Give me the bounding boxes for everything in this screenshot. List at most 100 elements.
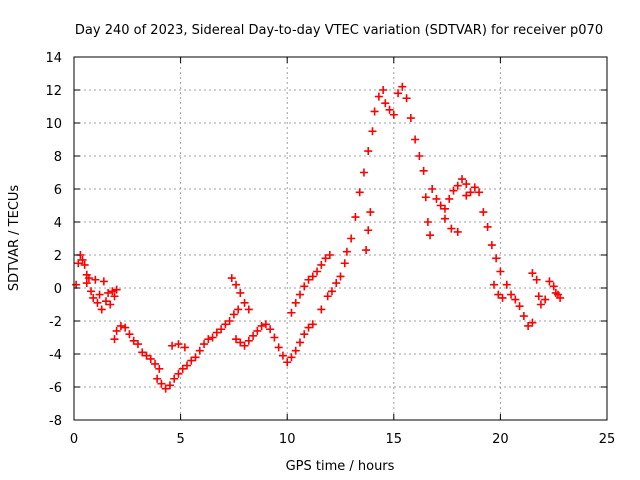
data-point — [466, 188, 475, 197]
data-point — [300, 282, 309, 291]
data-point — [545, 277, 554, 286]
data-point — [91, 275, 100, 284]
x-tick-label: 20 — [492, 432, 509, 447]
data-point — [366, 208, 375, 217]
data-point — [402, 94, 411, 103]
data-point — [138, 348, 147, 357]
data-point — [151, 359, 160, 368]
data-point — [327, 287, 336, 296]
data-point — [541, 295, 550, 304]
data-point — [313, 267, 322, 276]
data-point — [492, 254, 501, 263]
data-point — [449, 186, 458, 195]
data-point — [445, 194, 454, 203]
data-point — [325, 251, 334, 259]
data-point — [89, 293, 98, 302]
data-point — [496, 267, 505, 276]
data-point — [304, 275, 313, 284]
data-point — [419, 166, 428, 175]
data-point — [432, 194, 441, 203]
data-point — [78, 255, 87, 264]
data-point — [125, 330, 134, 339]
data-point — [321, 254, 330, 263]
y-axis-label: SDTVAR / TECUs — [7, 185, 22, 292]
data-point — [178, 364, 187, 373]
data-point — [483, 222, 492, 231]
y-tick-label: 12 — [45, 84, 62, 99]
data-point — [511, 295, 520, 304]
data-point — [87, 287, 96, 296]
data-point — [411, 135, 420, 144]
data-point — [436, 201, 445, 210]
data-point — [108, 287, 117, 296]
data-point — [266, 325, 275, 334]
data-point — [217, 325, 226, 334]
data-point — [421, 193, 430, 202]
data-point — [364, 226, 373, 235]
data-point — [229, 310, 238, 319]
data-point — [549, 282, 558, 291]
y-tick-label: -4 — [49, 348, 62, 363]
data-point — [347, 234, 356, 243]
data-point — [389, 110, 398, 119]
data-point — [308, 272, 317, 281]
data-point — [204, 335, 213, 344]
data-point — [278, 351, 287, 360]
data-point — [498, 293, 507, 302]
data-point — [415, 152, 424, 160]
data-point — [515, 302, 524, 311]
data-point — [191, 353, 200, 362]
data-point — [291, 298, 300, 307]
data-series — [72, 82, 565, 393]
data-point — [165, 381, 174, 390]
data-point — [174, 369, 183, 378]
data-point — [155, 364, 164, 373]
data-point — [174, 340, 183, 349]
y-tick-label: 4 — [54, 216, 62, 231]
data-point — [370, 107, 379, 116]
data-point — [116, 321, 125, 330]
y-tick-label: 2 — [54, 249, 62, 264]
data-point — [374, 92, 383, 101]
axis-ticks: 0 5 10 15 20 25 -8 -6 -4 -2 0 2 4 6 8 10 12 14 — [45, 51, 615, 447]
data-point — [244, 336, 253, 345]
data-point — [106, 300, 115, 309]
data-point — [340, 259, 349, 268]
data-point — [447, 224, 456, 233]
data-point — [385, 105, 394, 114]
data-point — [398, 82, 407, 91]
y-tick-label: 10 — [45, 117, 62, 132]
x-tick-label: 0 — [70, 432, 78, 447]
data-point — [462, 180, 471, 189]
data-point — [556, 293, 565, 302]
data-point — [359, 168, 368, 177]
data-point — [300, 330, 309, 339]
plot-frame — [73, 56, 608, 421]
data-point — [532, 275, 541, 284]
data-point — [236, 288, 245, 297]
data-point — [101, 297, 110, 306]
y-tick-label: -8 — [49, 414, 62, 429]
data-point — [95, 290, 104, 299]
data-point — [507, 290, 516, 299]
data-point — [240, 341, 249, 350]
data-point — [182, 361, 191, 370]
series-sdtvar — [72, 82, 565, 393]
data-point — [221, 320, 230, 329]
chart-title: Day 240 of 2023, Sidereal Day-to-day VTE… — [75, 23, 603, 38]
data-point — [170, 374, 179, 383]
data-point — [93, 298, 102, 307]
data-point — [225, 317, 234, 325]
data-point — [82, 279, 91, 288]
data-point — [72, 280, 81, 289]
data-point — [368, 127, 377, 136]
data-point — [104, 288, 113, 297]
x-tick-label: 15 — [386, 432, 403, 447]
data-point — [97, 305, 106, 314]
data-point — [453, 181, 462, 190]
data-point — [161, 384, 170, 393]
data-point — [534, 292, 543, 301]
data-point — [110, 335, 119, 344]
data-point — [494, 290, 503, 299]
